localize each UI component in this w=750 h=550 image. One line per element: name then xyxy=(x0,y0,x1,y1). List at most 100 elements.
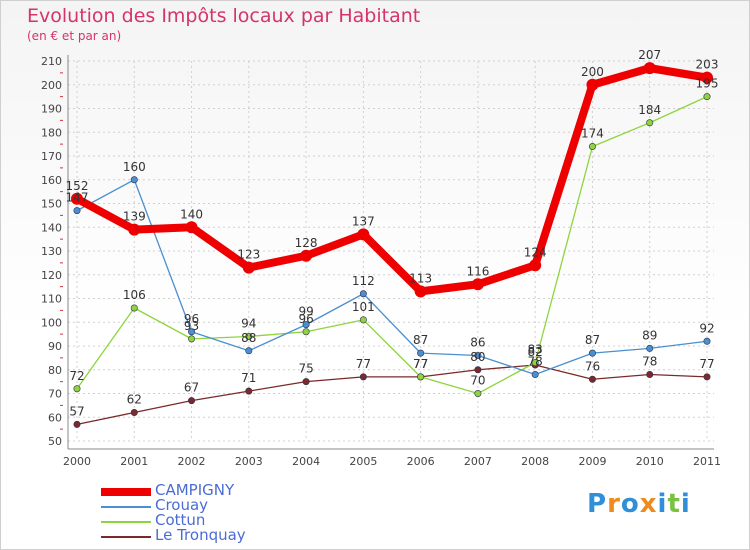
data-point-campigny xyxy=(128,223,141,236)
data-point-campigny xyxy=(701,71,713,84)
logo-letter: r xyxy=(607,489,621,519)
y-tick-label: 70 xyxy=(48,388,62,401)
y-tick-label: 130 xyxy=(41,245,62,258)
data-label-le-tronquay: 67 xyxy=(184,381,199,395)
logo-letter: t xyxy=(667,489,681,519)
data-label-cottun: 70 xyxy=(470,374,485,388)
data-point-crouay xyxy=(359,290,367,298)
data-point-cottun xyxy=(302,328,310,336)
data-label-le-tronquay: 82 xyxy=(528,345,543,359)
data-label-le-tronquay: 75 xyxy=(298,362,313,376)
data-point-cottun xyxy=(474,389,482,397)
data-point-le-tronquay xyxy=(302,378,310,386)
data-label-le-tronquay: 77 xyxy=(699,357,714,371)
legend-label-cottun: Cottun xyxy=(155,511,206,529)
x-tick-label: 2000 xyxy=(63,455,91,468)
data-point-campigny xyxy=(643,62,656,75)
data-label-le-tronquay: 76 xyxy=(585,359,600,373)
data-point-le-tronquay xyxy=(646,370,654,378)
logo-letter: i xyxy=(657,489,668,519)
x-tick-label: 2007 xyxy=(464,455,492,468)
data-point-le-tronquay xyxy=(703,373,711,381)
data-point-le-tronquay xyxy=(588,375,596,383)
data-point-crouay xyxy=(188,328,196,336)
data-label-le-tronquay: 62 xyxy=(127,393,142,407)
data-point-campigny xyxy=(471,278,484,291)
x-tick-label: 2005 xyxy=(349,455,377,468)
data-label-cottun: 83 xyxy=(528,343,543,357)
data-label-campigny: 124 xyxy=(524,245,547,259)
data-point-le-tronquay xyxy=(73,420,81,428)
data-label-crouay: 87 xyxy=(413,333,428,347)
data-label-campigny: 200 xyxy=(581,65,604,79)
y-tick-label: 100 xyxy=(41,316,62,329)
data-point-cottun xyxy=(417,373,425,381)
legend-swatch-crouay xyxy=(101,506,151,508)
x-tick-label: 2003 xyxy=(235,455,263,468)
x-tick-label: 2004 xyxy=(292,455,320,468)
data-point-le-tronquay xyxy=(245,387,253,395)
y-tick-label: 200 xyxy=(41,79,62,92)
data-point-campigny xyxy=(357,228,370,241)
data-point-crouay xyxy=(588,349,596,357)
chart-subtitle: (en € et par an) xyxy=(27,29,122,43)
data-point-campigny xyxy=(185,221,198,234)
data-label-crouay: 78 xyxy=(528,355,543,369)
logo-letter: i xyxy=(680,489,691,519)
x-tick-label: 2010 xyxy=(636,455,664,468)
data-label-le-tronquay: 77 xyxy=(413,357,428,371)
data-label-cottun: 106 xyxy=(123,288,146,302)
data-label-cottun: 77 xyxy=(413,357,428,371)
data-label-campigny: 116 xyxy=(466,264,489,278)
y-tick-label: 90 xyxy=(48,340,62,353)
y-tick-label: 160 xyxy=(41,174,62,187)
data-point-cottun xyxy=(359,316,367,324)
proxiti-logo: Proxiti xyxy=(587,489,691,519)
data-label-crouay: 89 xyxy=(642,328,657,342)
data-label-crouay: 87 xyxy=(585,333,600,347)
x-tick-label: 2001 xyxy=(120,455,148,468)
data-point-crouay xyxy=(474,351,482,359)
data-label-crouay: 160 xyxy=(123,160,146,174)
data-point-campigny xyxy=(71,192,83,205)
data-point-campigny xyxy=(529,259,542,272)
data-point-crouay xyxy=(73,207,81,215)
logo-letter: o xyxy=(620,489,640,519)
y-tick-label: 140 xyxy=(41,221,62,234)
data-label-campigny: 152 xyxy=(66,179,89,193)
data-point-crouay xyxy=(302,321,310,329)
data-label-cottun: 72 xyxy=(69,369,84,383)
data-label-campigny: 207 xyxy=(638,48,661,62)
series-line-campigny xyxy=(73,64,711,296)
y-tick-label: 180 xyxy=(41,126,62,139)
data-point-crouay xyxy=(703,337,711,345)
data-label-le-tronquay: 80 xyxy=(470,350,485,364)
data-label-campigny: 140 xyxy=(180,207,203,221)
y-tick-label: 110 xyxy=(41,293,62,306)
data-label-cottun: 94 xyxy=(241,317,256,331)
data-label-campigny: 128 xyxy=(295,236,318,250)
y-tick-label: 150 xyxy=(41,198,62,211)
legend-label-campigny: CAMPIGNY xyxy=(155,481,235,499)
legend-swatch-le-tronquay xyxy=(101,536,151,538)
grid-lines xyxy=(68,60,714,442)
logo-letter: x xyxy=(639,489,658,519)
series-line-le-tronquay xyxy=(76,364,708,426)
data-label-crouay: 88 xyxy=(241,331,256,345)
data-label-campigny: 137 xyxy=(352,214,375,228)
data-point-campigny xyxy=(300,249,313,262)
data-point-campigny xyxy=(242,261,255,274)
data-label-crouay: 86 xyxy=(470,336,485,350)
data-label-crouay: 112 xyxy=(352,274,375,288)
data-point-campigny xyxy=(414,285,427,298)
data-point-le-tronquay xyxy=(474,366,482,374)
data-point-crouay xyxy=(417,349,425,357)
chart-title: Evolution des Impôts locaux par Habitant xyxy=(27,5,421,27)
axes: 50 60 70 80 90 100 110 120 130 140 150 160 170 180 190… xyxy=(41,55,721,468)
x-tick-label: 2002 xyxy=(178,455,206,468)
data-point-cottun xyxy=(531,359,539,367)
series-line-crouay xyxy=(76,179,708,376)
data-label-campigny: 139 xyxy=(123,210,146,224)
data-label-crouay: 99 xyxy=(298,305,313,319)
